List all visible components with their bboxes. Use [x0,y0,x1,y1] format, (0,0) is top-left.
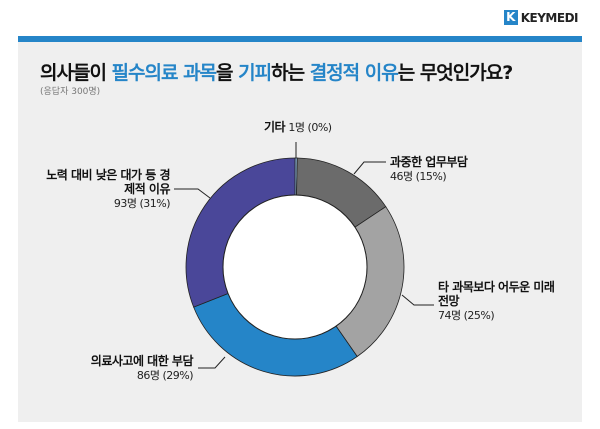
brand-name: KEYMEDI [520,10,579,25]
label-workload: 과중한 업무부담 46명 (15%) [390,155,468,183]
leader-line-3 [198,356,226,369]
label-future: 타 과목보다 어두운 미래전망 74명 (25%) [438,280,555,322]
leader-line-4 [174,188,211,199]
logo-mark-icon: K [503,10,518,25]
donut-hole [222,194,368,340]
keymedi-logo: K KEYMEDI [503,10,579,25]
leader-line-1 [353,161,386,175]
label-malpractice: 의료사고에 대한 부담 86명 (29%) [90,354,194,382]
label-other: 기타 1명 (0%) [264,120,332,134]
chart-title: 의사들이 필수의료 과목을 기피하는 결정적 이유는 무엇인가요? [40,62,513,84]
chart-subtitle: (응답자 300명) [40,87,101,97]
leader-line-2 [401,294,434,306]
label-economic: 노력 대비 낮은 대가 등 경제적 이유 93명 (31%) [46,168,170,210]
